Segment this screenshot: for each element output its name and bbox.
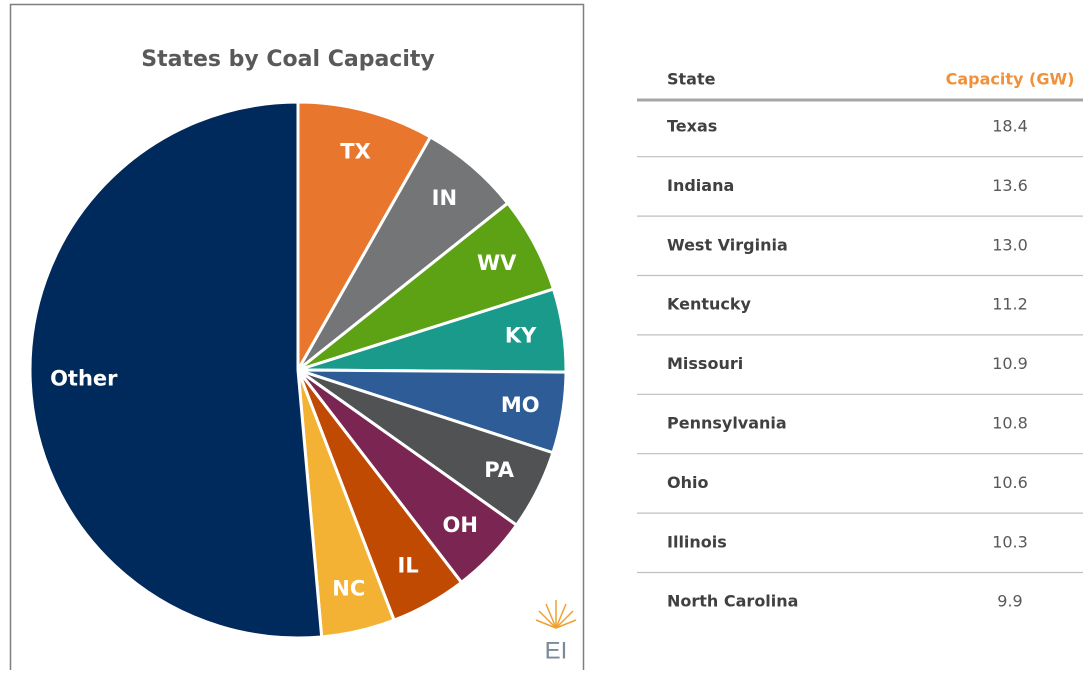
- logo-text: EI: [545, 637, 568, 664]
- slice-label: WV: [477, 251, 517, 275]
- pie-slice: [296, 100, 433, 376]
- capacity-value: 18.4: [992, 117, 1028, 136]
- slice-label: IL: [398, 553, 419, 577]
- slice-label: MO: [501, 393, 540, 417]
- table-header: State: [667, 70, 716, 89]
- slice-label: PA: [484, 458, 514, 482]
- slice-label: IN: [432, 186, 457, 210]
- table-header: Capacity (GW): [946, 70, 1075, 89]
- capacity-value: 11.2: [992, 295, 1028, 314]
- pie-slice: [28, 100, 324, 640]
- table: State Capacity (GW) Texas 18.4 Indiana 13.6 We…: [637, 70, 1083, 611]
- capacity-value: 10.6: [992, 473, 1028, 492]
- capacity-value: 13.0: [992, 235, 1028, 254]
- slice-label: NC: [332, 576, 365, 600]
- state-name: Ohio: [667, 473, 708, 492]
- state-name: Texas: [667, 117, 717, 136]
- slice-label: KY: [505, 323, 537, 347]
- capacity-value: 10.9: [992, 354, 1028, 373]
- state-name: Illinois: [667, 532, 727, 551]
- capacity-value: 10.3: [992, 532, 1028, 551]
- state-name: Missouri: [667, 354, 743, 373]
- logo: [535, 600, 577, 629]
- chart-title: States by Coal Capacity: [141, 47, 434, 72]
- state-name: West Virginia: [667, 235, 788, 254]
- slice-label: Other: [50, 366, 118, 390]
- slice-label: TX: [340, 139, 371, 163]
- state-name: Pennsylvania: [667, 414, 787, 433]
- capacity-value: 13.6: [992, 176, 1028, 195]
- pie: TX IN WV KY MO PA OH IL NC Other: [28, 100, 568, 640]
- state-name: Indiana: [667, 176, 734, 195]
- capacity-value: 9.9: [997, 592, 1022, 611]
- state-name: North Carolina: [667, 592, 798, 611]
- slice-label: OH: [443, 513, 478, 537]
- state-name: Kentucky: [667, 295, 752, 314]
- capacity-value: 10.8: [992, 414, 1028, 433]
